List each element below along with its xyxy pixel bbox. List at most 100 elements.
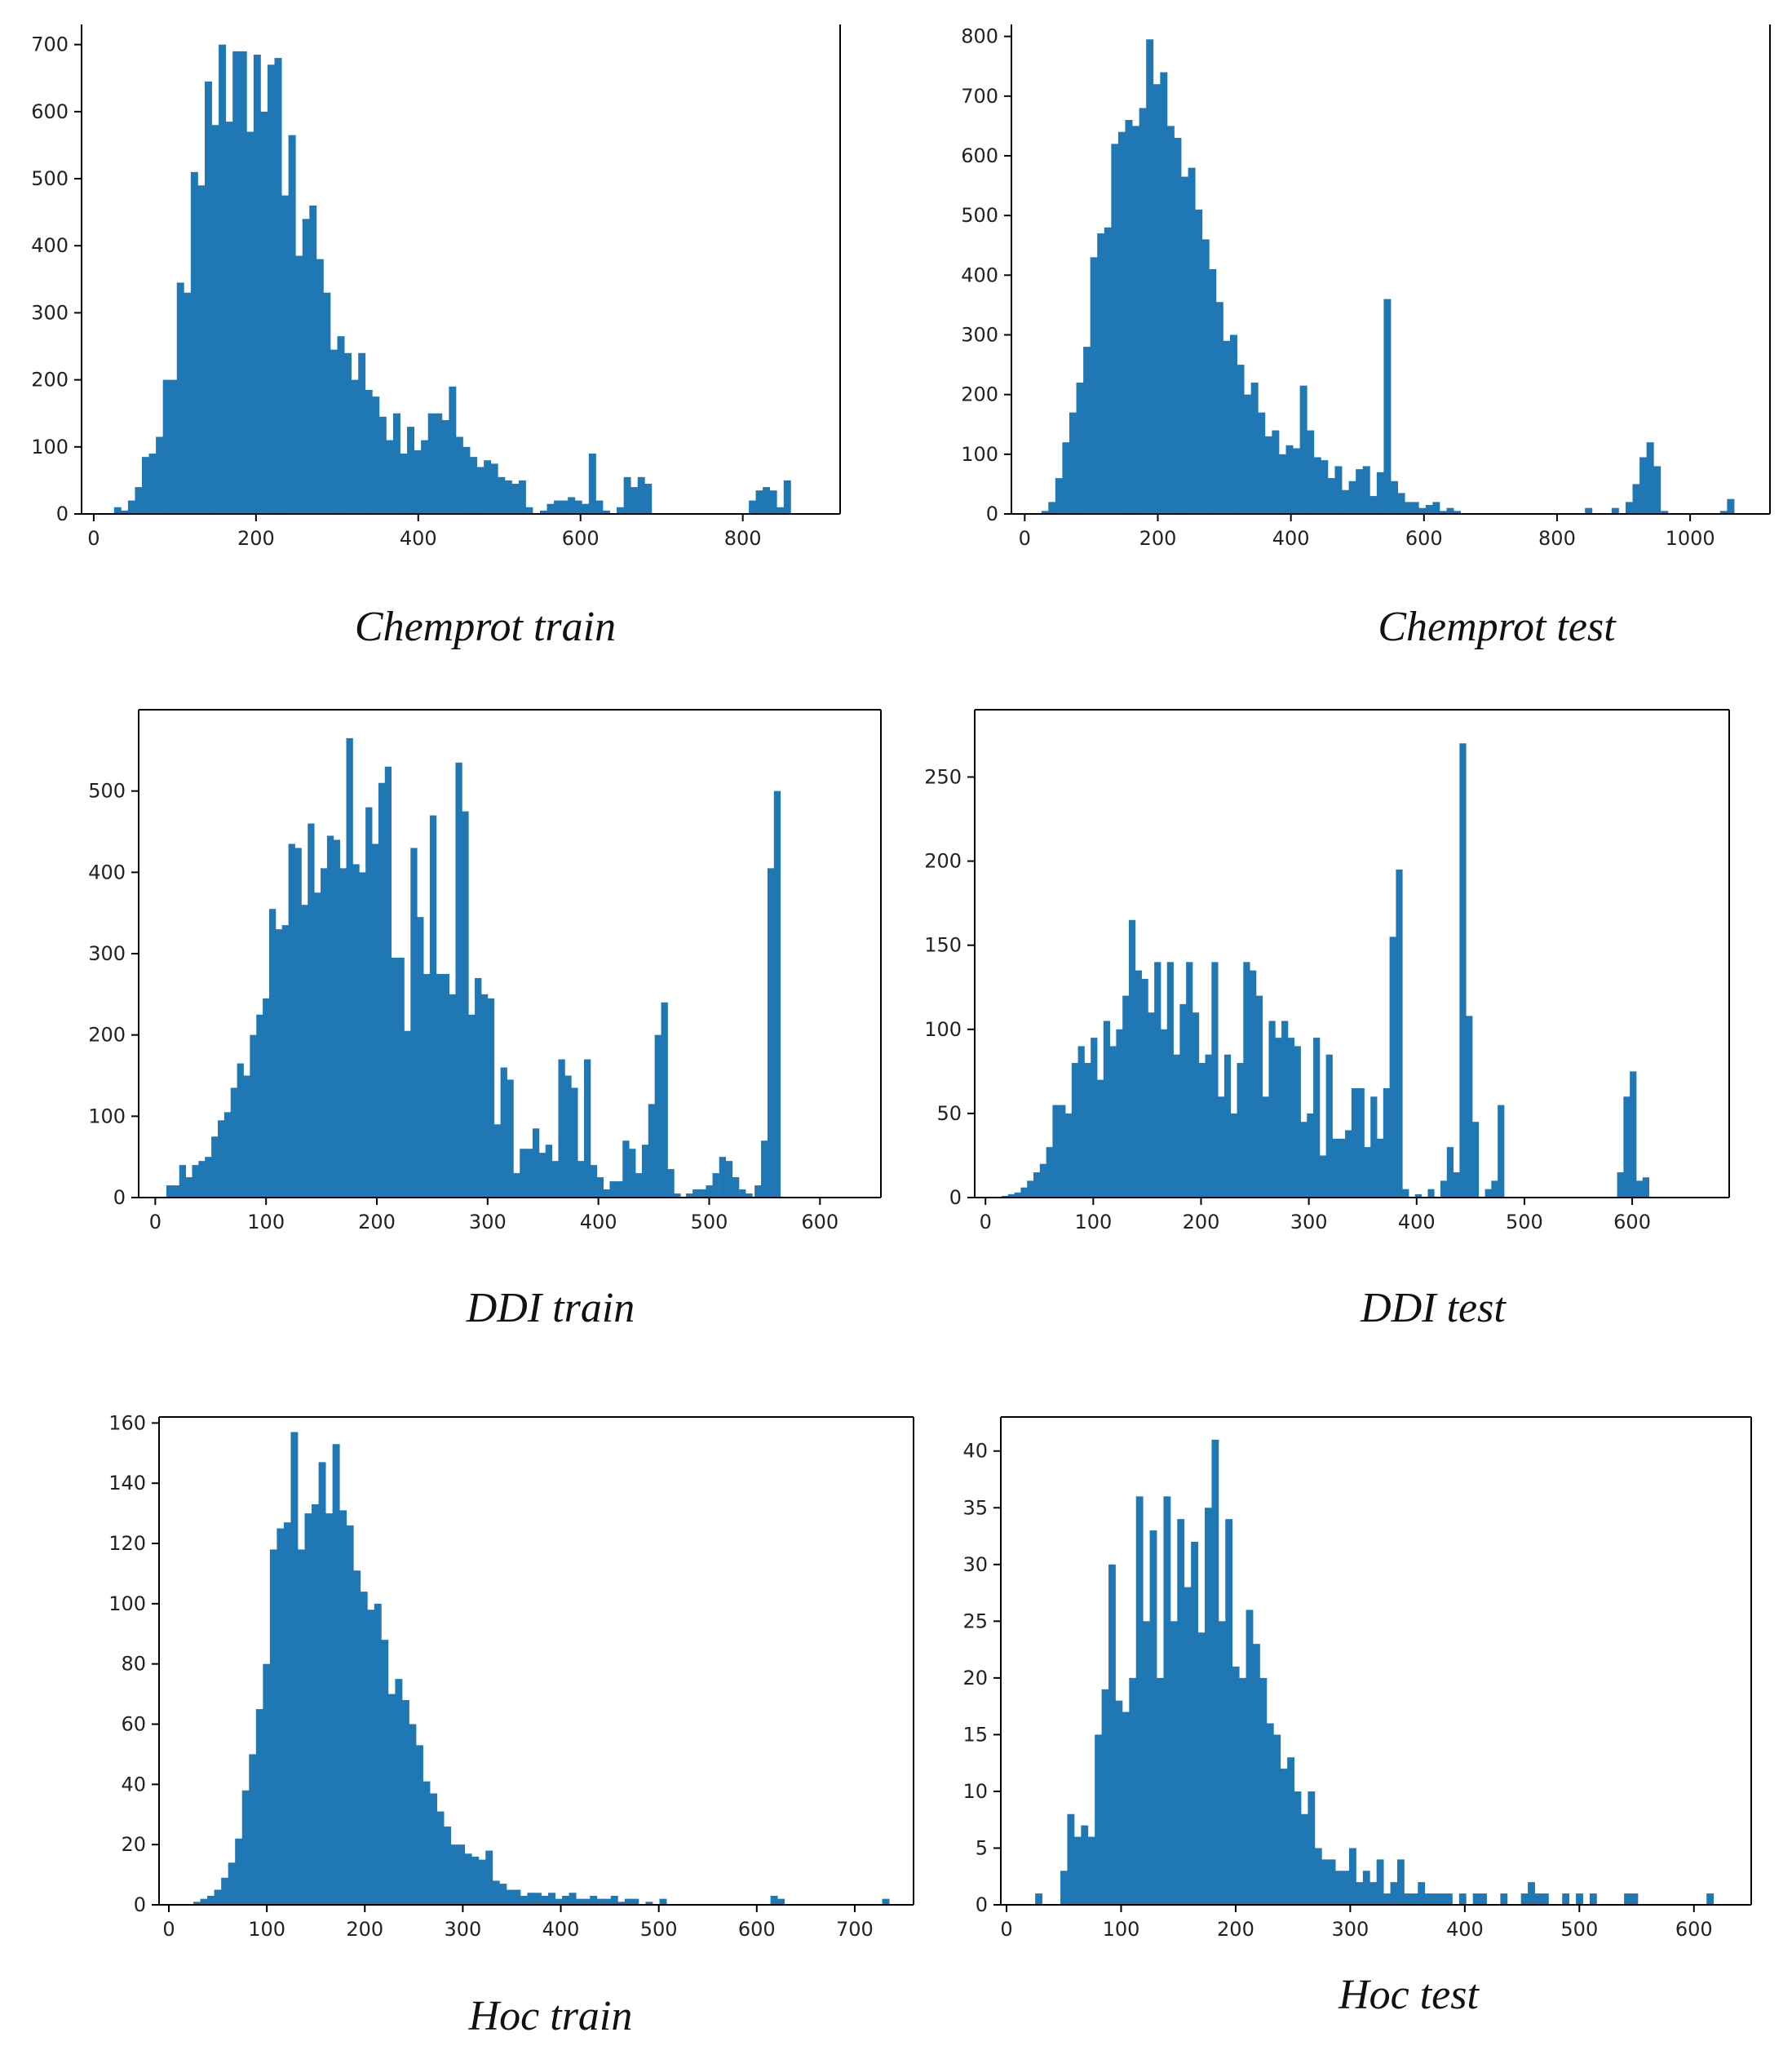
histogram-bar [1458,1893,1467,1905]
histogram-bar [1338,1138,1346,1198]
histogram-bar [321,868,328,1198]
histogram-bar [1166,962,1174,1198]
histogram-bar [1383,1893,1391,1905]
histogram-bar [442,973,449,1198]
histogram-bar [706,1185,713,1198]
histogram-bar [1020,1187,1028,1198]
histogram-bar [290,1432,299,1905]
histogram-bar [1431,1893,1439,1905]
histogram-bar [1376,1859,1384,1905]
histogram-bar [1209,269,1217,514]
chart-panel-2: 0 200 400 600 800 1000 0 100 200 300 400 500 600 700 8… [961,24,1771,650]
histogram-bar [1250,970,1257,1198]
histogram-bar [449,994,456,1198]
histogram-bar [358,352,366,514]
histogram-bar [777,1898,785,1905]
histogram-bar [1223,1054,1232,1198]
histogram-bar [644,484,653,514]
histogram-bar [190,171,198,514]
histogram-bar [1181,176,1188,514]
histogram-bar [1103,1021,1110,1198]
histogram-bar [1630,1893,1639,1905]
histogram-bar [429,815,437,1198]
histogram-bar [326,835,334,1198]
histogram-bar [148,454,157,514]
y-tick-label: 60 [121,1713,146,1736]
histogram-bar [1218,1621,1226,1905]
histogram-bar [309,205,317,515]
histogram-bar [1115,1700,1123,1905]
histogram-bar [1163,1496,1171,1905]
histogram-bar [1122,995,1130,1198]
y-tick-label: 40 [121,1773,146,1796]
histogram-bar [739,1189,746,1198]
histogram-bar [1335,1871,1343,1905]
x-tick-label: 0 [1000,1918,1012,1941]
histogram-bar [1246,1610,1254,1905]
histogram-bar [1135,1496,1144,1905]
histogram-bar [699,1189,706,1198]
histogram-bar [1301,1813,1308,1905]
histogram-bar [301,905,308,1198]
x-tick-label: 100 [248,1918,285,1941]
histogram-bar [1069,412,1077,514]
x-tick-label: 400 [580,1211,617,1233]
histogram-bar [582,503,590,514]
histogram-bar [1104,227,1112,514]
histogram-bar [1122,1711,1130,1905]
histogram-bar [1077,1046,1085,1198]
x-tick-label: 100 [247,1211,285,1233]
y-tick-label: 700 [31,33,69,56]
histogram-bar [1653,466,1661,514]
histogram-bar [1129,1677,1137,1905]
histogram-bar [518,480,526,514]
x-tick-label: 200 [346,1918,383,1941]
y-tick-label: 0 [56,503,69,525]
histogram-bar [1362,1871,1370,1905]
histogram-bar [595,500,604,514]
histogram-bar [423,973,431,1198]
histogram-bar [414,449,422,514]
histogram-bar [1285,445,1294,514]
x-tick-label: 800 [1538,527,1576,550]
histogram-bar [249,1754,257,1905]
histogram-bar [337,336,345,514]
histogram-bar [381,1640,389,1905]
histogram-bar [395,1679,403,1905]
histogram-bar [217,1120,225,1198]
histogram-bar [648,1104,656,1198]
y-tick-label: 500 [31,167,69,190]
histogram-bar [297,1549,305,1905]
histogram-bar [407,427,414,514]
histogram-bar [1205,1508,1212,1905]
histogram-bar [1108,1564,1116,1905]
histogram-bar [1440,1180,1448,1198]
histogram-bar [263,1663,271,1905]
x-tick-label: 500 [691,1211,728,1233]
histogram-bar [156,436,164,514]
histogram-bar [1369,496,1378,514]
x-tick-label: 800 [724,527,762,550]
histogram-bar [1117,131,1126,514]
histogram-bar [1624,1893,1631,1905]
histogram-bar [513,1173,520,1198]
histogram-bar [283,1522,291,1905]
histogram-bar [330,349,338,514]
histogram-bar [538,1153,546,1198]
histogram-bar [527,1893,535,1905]
histogram-bar [397,957,405,1198]
histogram-bar [455,762,462,1198]
histogram-bar [1314,1848,1322,1905]
histogram-bar [162,379,170,514]
histogram-bar [1266,1723,1274,1905]
histogram-bar [1143,1621,1150,1905]
histogram-bar [462,446,471,514]
histogram-bar [1237,1063,1244,1198]
y-tick-label: 200 [961,383,998,406]
histogram-bar [1173,1054,1180,1198]
histogram-bar [1351,1087,1359,1198]
histogram-bar [121,510,129,514]
histogram-bar [1211,962,1219,1198]
histogram-bar [314,892,321,1198]
histogram-bar [1154,962,1161,1198]
